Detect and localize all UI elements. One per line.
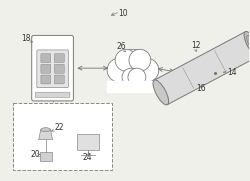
Polygon shape xyxy=(154,32,250,105)
Text: 22: 22 xyxy=(54,123,64,132)
FancyBboxPatch shape xyxy=(54,64,64,73)
Ellipse shape xyxy=(41,128,50,132)
FancyBboxPatch shape xyxy=(41,54,51,62)
Text: 12: 12 xyxy=(192,41,201,50)
FancyBboxPatch shape xyxy=(54,75,64,84)
Polygon shape xyxy=(39,130,52,140)
FancyBboxPatch shape xyxy=(77,134,99,150)
Ellipse shape xyxy=(244,31,250,56)
FancyBboxPatch shape xyxy=(40,151,52,161)
Ellipse shape xyxy=(246,35,250,53)
Text: 10: 10 xyxy=(118,9,128,18)
Ellipse shape xyxy=(153,80,168,105)
FancyBboxPatch shape xyxy=(35,92,70,97)
Text: 26: 26 xyxy=(116,42,126,51)
Text: 20: 20 xyxy=(31,150,40,159)
Bar xyxy=(13,103,112,170)
Text: 14: 14 xyxy=(227,68,237,77)
FancyBboxPatch shape xyxy=(41,75,51,84)
Text: 24: 24 xyxy=(82,153,92,162)
FancyBboxPatch shape xyxy=(41,64,51,73)
Text: 16: 16 xyxy=(196,83,206,92)
FancyBboxPatch shape xyxy=(32,35,74,101)
FancyBboxPatch shape xyxy=(37,50,68,88)
FancyBboxPatch shape xyxy=(54,54,64,62)
Text: 18: 18 xyxy=(21,34,30,43)
